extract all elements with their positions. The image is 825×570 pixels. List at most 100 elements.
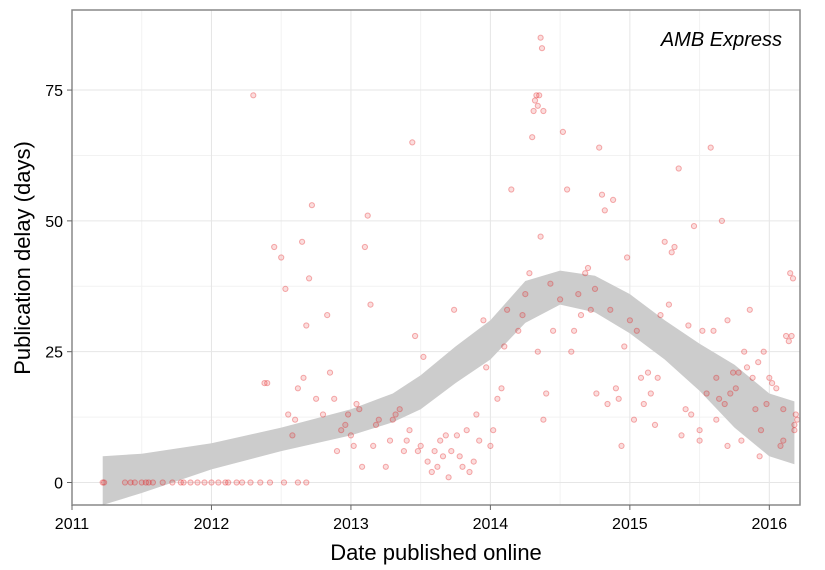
- data-point: [756, 453, 763, 460]
- data-point: [596, 144, 603, 151]
- data-point: [724, 317, 731, 324]
- data-point: [324, 312, 331, 319]
- data-point: [386, 437, 394, 444]
- data-point: [741, 348, 748, 355]
- data-point: [448, 448, 455, 455]
- data-point: [534, 102, 541, 109]
- data-point: [752, 406, 759, 413]
- data-point: [716, 395, 723, 402]
- data-point: [466, 468, 473, 476]
- data-points: [99, 34, 801, 486]
- data-point: [787, 270, 794, 277]
- data-point: [682, 406, 689, 413]
- data-point: [508, 186, 515, 193]
- data-point: [424, 458, 431, 465]
- data-point: [294, 479, 301, 486]
- data-point: [483, 364, 490, 371]
- data-point: [621, 343, 628, 350]
- data-point: [473, 411, 480, 418]
- data-point: [222, 479, 229, 486]
- data-point: [127, 479, 134, 486]
- data-point: [644, 369, 652, 376]
- data-point: [445, 474, 452, 481]
- data-point: [624, 254, 631, 261]
- data-point: [261, 380, 268, 387]
- data-point: [630, 416, 638, 423]
- data-point: [451, 306, 458, 313]
- x-tick-label: 2011: [55, 516, 90, 533]
- data-point: [707, 144, 714, 151]
- data-point: [375, 416, 382, 423]
- data-point: [453, 432, 460, 439]
- data-point: [534, 348, 541, 355]
- data-point: [459, 463, 466, 470]
- data-point: [749, 374, 756, 381]
- data-point: [233, 479, 240, 486]
- data-point: [557, 296, 564, 303]
- x-axis: 2011 2012 2013 2014 2015 2016: [55, 505, 787, 533]
- data-point: [519, 312, 526, 319]
- data-point: [626, 317, 634, 324]
- data-point: [487, 442, 494, 449]
- data-point: [370, 442, 377, 449]
- data-point: [640, 400, 647, 408]
- data-point: [575, 291, 582, 298]
- data-point: [735, 369, 742, 376]
- data-point: [490, 427, 497, 434]
- data-point: [420, 353, 427, 360]
- data-point: [187, 479, 194, 486]
- data-point: [271, 243, 278, 251]
- data-point: [724, 442, 731, 449]
- y-tick-label: 0: [54, 476, 63, 493]
- data-point: [547, 280, 554, 287]
- data-point: [356, 406, 363, 413]
- data-point: [766, 374, 773, 381]
- data-point: [584, 264, 592, 272]
- data-point: [247, 479, 254, 486]
- data-point: [783, 332, 790, 340]
- data-point: [601, 207, 608, 214]
- data-point: [342, 421, 349, 428]
- data-point: [201, 479, 208, 486]
- data-point: [773, 385, 780, 392]
- y-axis: 0 25 50 75: [45, 83, 72, 493]
- data-point: [533, 92, 540, 99]
- data-point: [710, 327, 717, 334]
- data-point: [406, 427, 413, 434]
- data-point: [208, 479, 215, 486]
- data-point: [721, 400, 728, 408]
- y-tick-label: 75: [45, 83, 63, 100]
- x-axis-title: Date published online: [330, 540, 542, 565]
- data-point: [300, 374, 307, 381]
- data-point: [431, 448, 438, 455]
- data-point: [215, 479, 222, 486]
- data-point: [777, 442, 784, 449]
- data-point: [757, 427, 765, 434]
- smooth-band-layer: [102, 270, 795, 505]
- data-point: [582, 270, 589, 277]
- data-point: [299, 238, 306, 245]
- data-point: [345, 411, 352, 418]
- data-point: [392, 411, 399, 418]
- data-point: [359, 463, 366, 470]
- data-point: [382, 463, 389, 470]
- data-point: [409, 139, 416, 146]
- data-point: [177, 479, 184, 486]
- data-point: [361, 243, 368, 251]
- data-point: [347, 432, 354, 439]
- data-point: [760, 348, 767, 355]
- data-point: [159, 479, 166, 486]
- data-point: [225, 479, 232, 486]
- data-point: [591, 285, 599, 292]
- data-point: [526, 270, 533, 277]
- data-point: [730, 369, 737, 376]
- data-point: [428, 468, 435, 476]
- data-point: [568, 348, 575, 355]
- data-point: [278, 254, 285, 261]
- data-point: [501, 343, 508, 350]
- data-point: [610, 196, 617, 203]
- data-point: [145, 479, 152, 486]
- data-point: [456, 453, 463, 460]
- data-point: [559, 128, 567, 135]
